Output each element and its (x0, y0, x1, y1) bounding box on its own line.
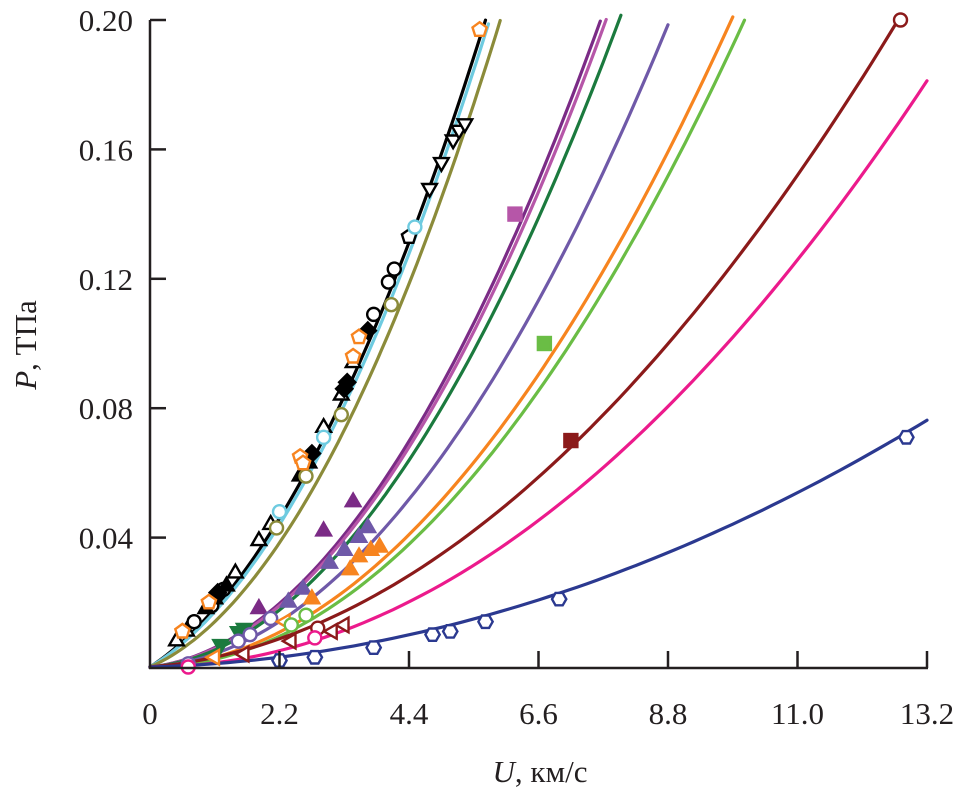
data-point-triangle-left (333, 615, 350, 635)
series-line-olive (148, 18, 502, 669)
data-point-hexagon (897, 429, 915, 445)
data-point-circle (262, 610, 279, 627)
data-point-pentagon (350, 328, 368, 345)
data-point-square (563, 432, 579, 449)
data-point-circle (333, 406, 350, 423)
x-ticks: 0 2.2 4.4 6.6 8.8 11.0 13.2 (142, 651, 954, 731)
x-tick-label: 11.0 (771, 696, 824, 731)
data-point-pentagon (344, 347, 362, 364)
data-point-hexagon (550, 591, 568, 607)
y-tick-label: 0.20 (79, 3, 133, 38)
data-point-circle (242, 626, 258, 643)
data-point-triangle-up (314, 520, 334, 537)
data-point-circle (230, 633, 246, 649)
data-point-triangle-up (340, 559, 360, 576)
data-point-square (507, 206, 523, 222)
x-axis-var: U (493, 754, 518, 789)
y-ticks: 0.04 0.08 0.12 0.16 0.20 (79, 3, 166, 556)
data-point-triangle-left (321, 622, 338, 641)
series-line-dark-green (148, 13, 623, 669)
data-point-diamond (207, 582, 228, 603)
data-point-pentagon (471, 20, 489, 37)
data-point-triangle-up (320, 552, 339, 569)
data-point-square (536, 335, 553, 352)
data-point-circle (298, 607, 314, 623)
data-point-triangle-down (420, 182, 439, 200)
data-point-circle (365, 306, 382, 323)
x-tick-label: 13.2 (900, 696, 954, 731)
data-point-triangle-up (225, 562, 245, 579)
data-point-triangle-down (432, 156, 451, 174)
data-point-circle (268, 520, 285, 536)
x-axis-unit: , км/с (515, 754, 588, 789)
data-point-hexagon (441, 624, 459, 639)
data-point-pentagon (173, 622, 191, 639)
y-tick-label: 0.04 (79, 521, 134, 556)
data-point-triangle-up (334, 539, 354, 556)
series-line-violet (148, 23, 670, 669)
data-point-hexagon (424, 627, 442, 642)
data-point-triangle-up (249, 597, 269, 615)
data-point-triangle-left (280, 631, 297, 651)
data-point-diamond (337, 372, 357, 393)
data-point-triangle-up (217, 575, 236, 592)
x-tick-label: 6.6 (519, 696, 558, 731)
y-axis-var: P (8, 371, 43, 391)
series-line-magenta (148, 79, 929, 669)
x-tick-label: 8.8 (649, 696, 688, 731)
data-point-circle (271, 504, 288, 520)
data-point-triangle-up (349, 526, 369, 543)
data-point-circle (892, 12, 909, 28)
data-point-triangle-left (203, 647, 221, 667)
y-axis-title: P, ТПа (8, 300, 43, 391)
data-point-triangle-down (443, 134, 463, 151)
x-axis-title: U, км/с (493, 754, 588, 789)
data-point-triangle-up (343, 491, 363, 508)
data-point-hexagon (477, 614, 495, 630)
x-tick-label: 0 (142, 696, 158, 731)
data-point-circle (186, 614, 202, 630)
data-point-circle (307, 630, 323, 646)
data-point-pentagon (294, 454, 312, 471)
data-point-triangle-up (358, 516, 378, 534)
data-point-pentagon (200, 593, 218, 610)
data-point-triangle-up (293, 578, 313, 595)
data-point-circle (380, 274, 397, 290)
x-tick-label: 4.4 (390, 696, 429, 731)
data-point-circle (386, 261, 402, 277)
data-point-circle (315, 429, 332, 446)
data-point-triangle-up (167, 630, 186, 647)
data-point-hexagon (306, 649, 324, 665)
y-tick-label: 0.12 (79, 262, 133, 297)
data-point-circle (383, 296, 400, 313)
data-point-triangle-down (211, 638, 231, 656)
data-point-circle (283, 617, 299, 633)
data-point-circle (298, 468, 314, 484)
series-line-cyan (148, 22, 491, 669)
data-point-triangle-up (278, 591, 298, 608)
series-line-purple (148, 19, 602, 669)
x-tick-label: 2.2 (260, 696, 299, 731)
y-tick-label: 0.16 (79, 132, 133, 167)
data-point-hexagon (365, 640, 383, 655)
data-point-triangle-down (455, 118, 475, 135)
data-point-triangle-up (249, 529, 269, 547)
y-tick-label: 0.08 (79, 391, 133, 426)
data-point-triangle-left (233, 644, 250, 664)
data-point-triangle-up (302, 588, 322, 605)
series-line-maroon (148, 14, 903, 669)
data-point-triangle-up (370, 536, 389, 553)
data-point-circle (407, 219, 423, 235)
y-axis-unit: , ТПа (8, 300, 43, 371)
markers-layer (167, 12, 915, 675)
